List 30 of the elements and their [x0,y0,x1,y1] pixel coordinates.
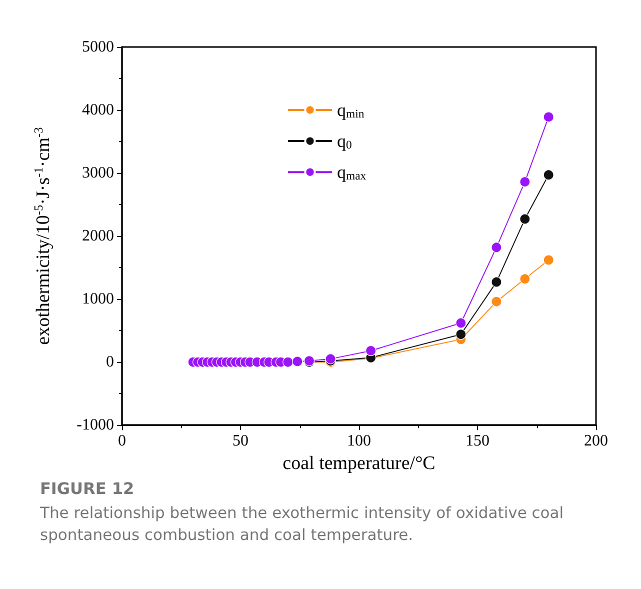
y-tick-label: 5000 [82,38,114,56]
x-tick-label: 200 [584,432,608,450]
point [491,296,502,307]
y-tick-label: 2000 [82,228,114,245]
x-tick-label: 50 [232,432,248,450]
x-axis-title: coal temperature/°C [282,453,436,474]
point [282,356,294,368]
point [543,254,554,266]
point [520,274,530,284]
point [543,112,554,122]
point [491,242,502,253]
point [491,276,502,288]
point [456,329,466,340]
y-tick-label: 3000 [82,164,114,182]
point [520,214,530,224]
point [520,176,530,188]
y-tick-label: -1000 [76,416,114,434]
y-tick-label: 0 [106,354,114,371]
point [543,170,554,180]
x-tick-label: 100 [347,432,371,450]
caption: FIGURE 12 [40,478,136,500]
text: The relationship between the exothermic intensity of oxidative coal spontaneous combustion and coal temperature. [40,503,565,546]
y-tick-label: 1000 [82,290,114,308]
point [366,345,376,356]
y-axis-title: exothermicity/10-5·J·s-1·cm-3 [32,127,54,345]
x-tick-label: 150 [466,432,490,450]
y-tick-label: 4000 [82,102,114,119]
point [456,318,466,328]
point [292,356,303,367]
x-tick-label: 0 [118,432,126,450]
